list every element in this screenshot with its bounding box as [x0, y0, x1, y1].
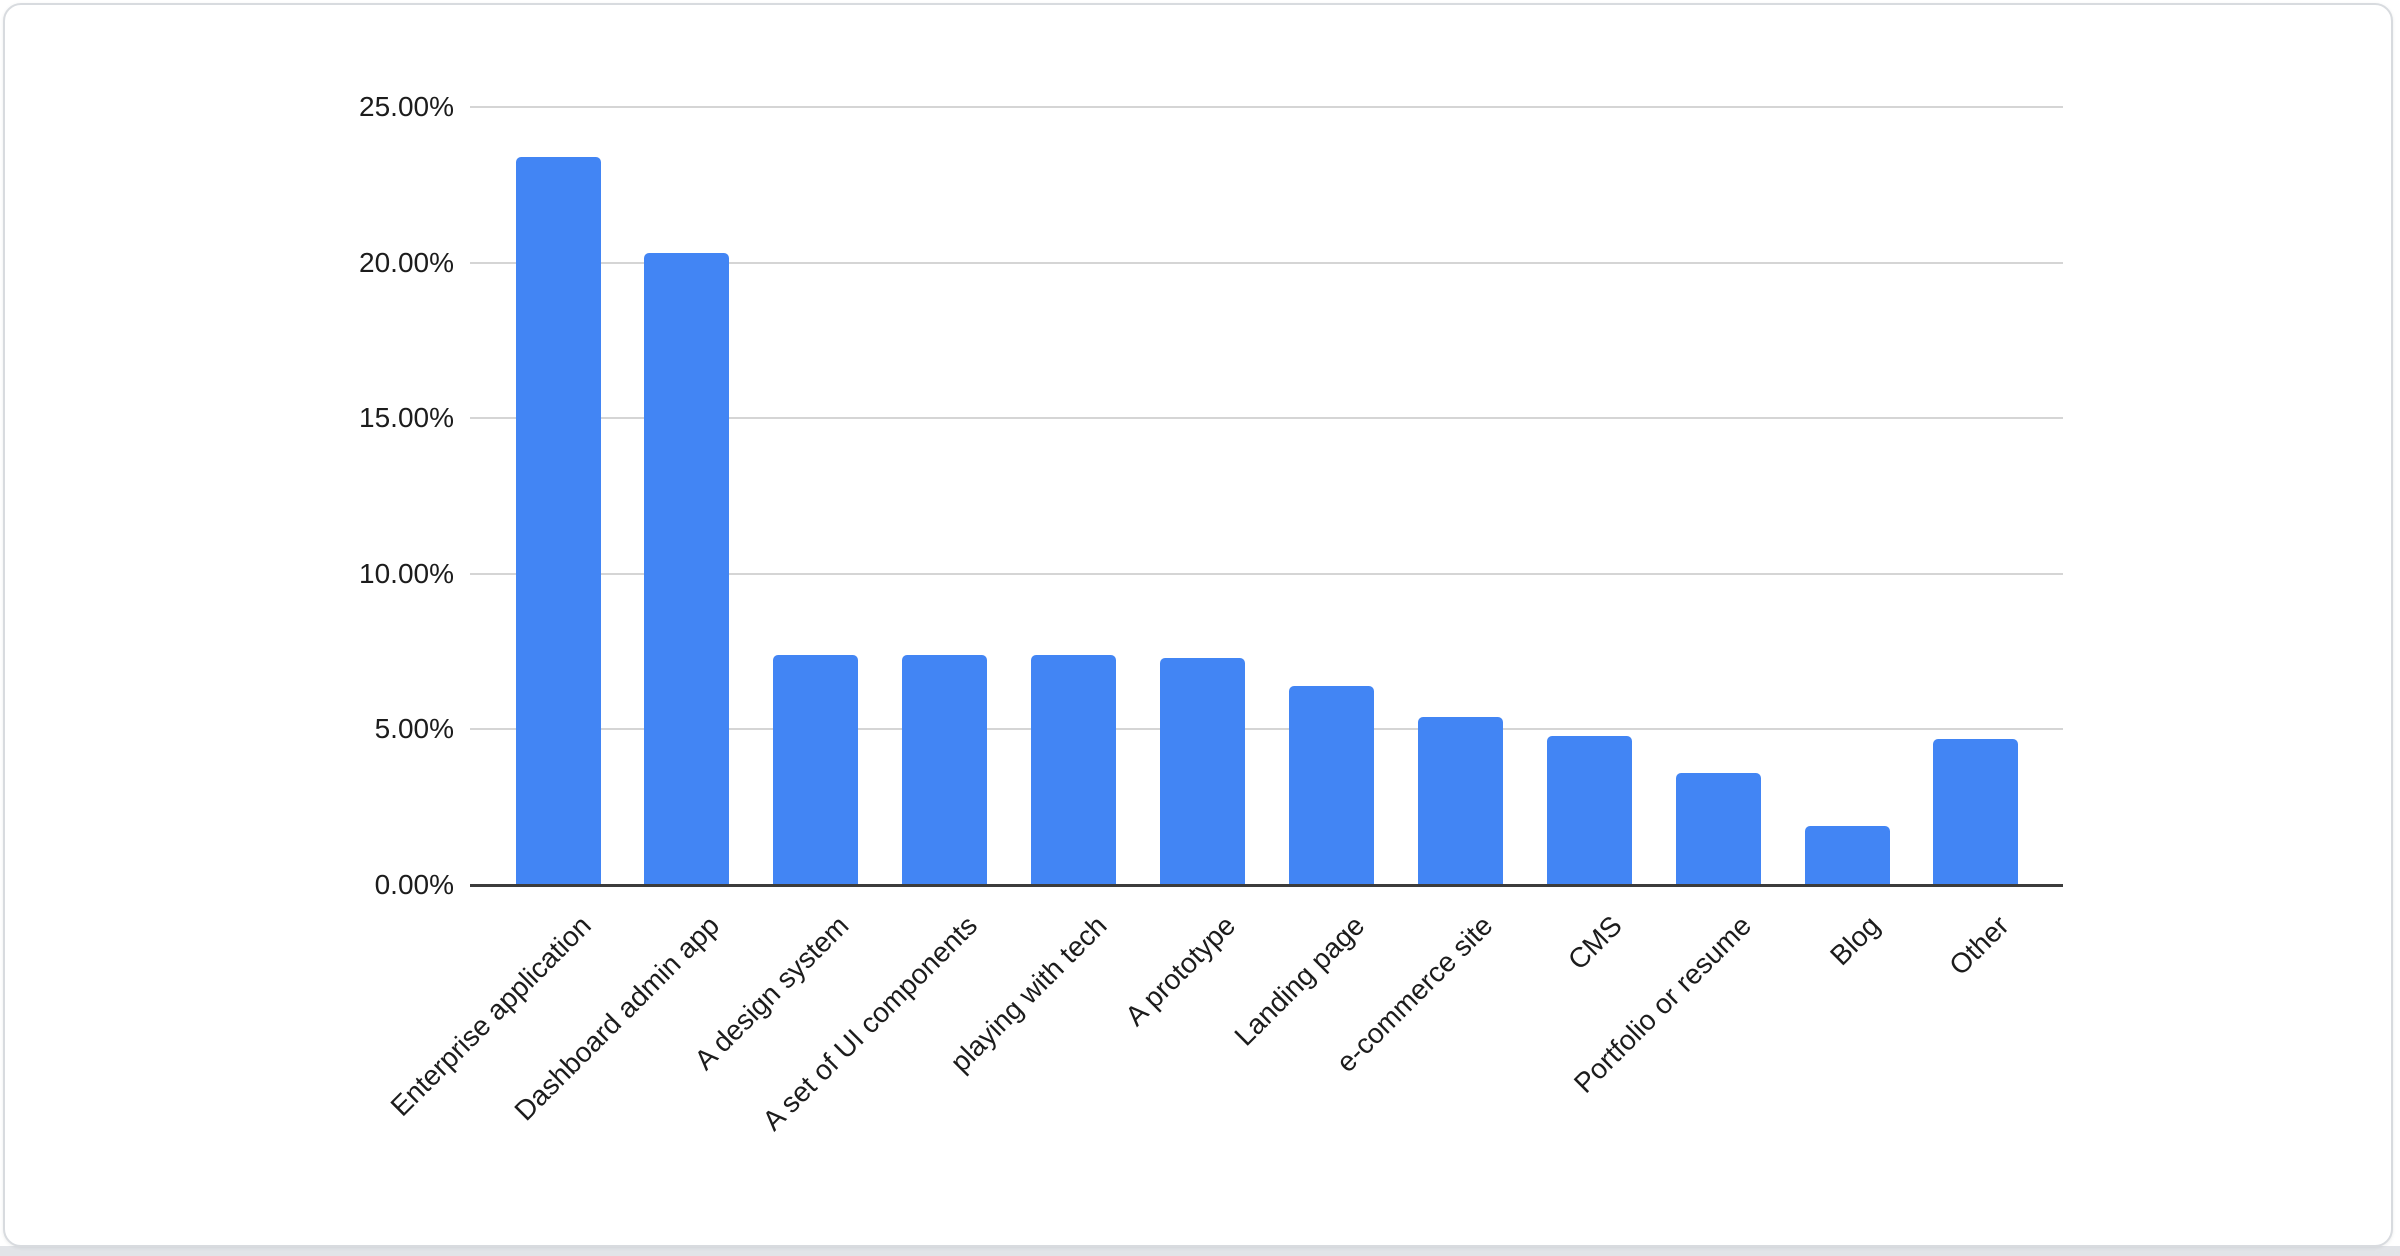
y-axis-tick-label: 10.00%	[359, 557, 454, 589]
bar-e-commerce-site[interactable]	[1417, 716, 1503, 885]
bar-blog[interactable]	[1804, 825, 1890, 885]
y-axis-tick-label: 15.00%	[359, 402, 454, 434]
x-axis-line	[470, 884, 2063, 887]
bar-a-design-system[interactable]	[773, 654, 859, 885]
bar-cms[interactable]	[1546, 735, 1632, 885]
bar-dashboard-admin-app[interactable]	[644, 253, 730, 885]
gridline	[470, 728, 2063, 731]
bar-portfolio-or-resume[interactable]	[1675, 772, 1761, 885]
gridline	[470, 572, 2063, 575]
bar-chart: 0.00% 5.00% 10.00% 15.00% 20.00% 25.00% Enterp…	[5, 5, 2391, 1245]
y-axis-tick-label: 0.00%	[374, 869, 454, 900]
gridline	[470, 417, 2063, 420]
bar-landing-page[interactable]	[1288, 685, 1374, 885]
gridline	[470, 106, 2063, 108]
bar-enterprise-application[interactable]	[515, 156, 601, 885]
chart-card: 0.00% 5.00% 10.00% 15.00% 20.00% 25.00% Enterp…	[3, 3, 2393, 1247]
bar-a-prototype[interactable]	[1160, 657, 1245, 885]
bar-playing-with-tech[interactable]	[1031, 654, 1117, 885]
y-axis-tick-label: 20.00%	[359, 246, 454, 278]
bar-a-set-of-ui-components[interactable]	[902, 654, 988, 885]
bar-other[interactable]	[1933, 738, 2019, 885]
page-background-strip	[0, 1246, 2400, 1256]
gridline	[470, 261, 2063, 264]
y-axis-tick-label: 25.00%	[359, 91, 454, 122]
y-axis-tick-label: 5.00%	[374, 713, 454, 745]
